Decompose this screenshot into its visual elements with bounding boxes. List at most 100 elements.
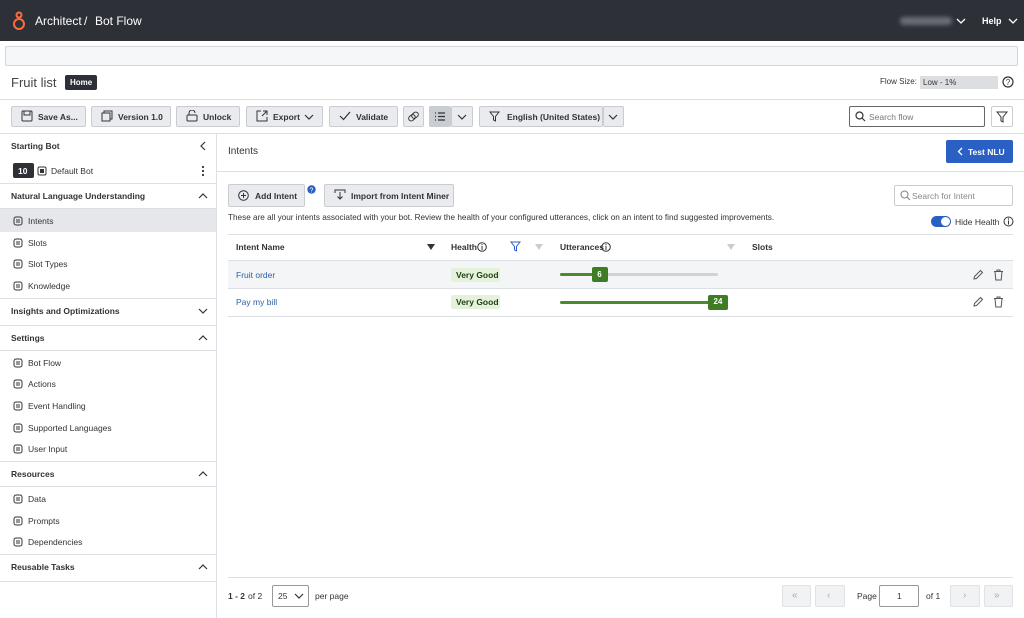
divider: [0, 324, 216, 326]
utterance-count: 6: [597, 269, 602, 279]
test-nlu-label: Test NLU: [968, 146, 1005, 157]
nav-item[interactable]: Bot Flow: [28, 357, 62, 368]
user-menu[interactable]: [900, 17, 952, 25]
import-button[interactable]: [324, 184, 454, 207]
more-icon[interactable]: [201, 165, 205, 177]
edit-icon[interactable]: [972, 269, 984, 281]
first-page-icon: «: [792, 590, 798, 601]
intent-link[interactable]: Fruit order: [236, 269, 276, 280]
nav-item[interactable]: Data: [28, 494, 46, 505]
utterance-count: 24: [713, 297, 723, 306]
nav-item[interactable]: Intents: [28, 216, 54, 226]
column-header[interactable]: Health: [451, 242, 477, 252]
import-label: Import from Intent Miner: [351, 190, 450, 201]
intent-link[interactable]: Pay my bill: [236, 297, 278, 307]
edit-icon[interactable]: [972, 296, 984, 308]
section-title[interactable]: Natural Language Understanding: [11, 191, 146, 201]
prev-page-button[interactable]: [815, 585, 845, 607]
view-dropdown[interactable]: [451, 106, 473, 127]
chevron: [198, 334, 208, 341]
column-header[interactable]: Utterances: [560, 242, 604, 252]
nav-icon: [13, 494, 23, 504]
logo: [13, 11, 25, 30]
health-badge: [451, 267, 500, 282]
app-name[interactable]: Architect: [35, 14, 82, 28]
svg-text:?: ?: [1006, 78, 1011, 87]
nav-icon: [13, 401, 23, 411]
page-input[interactable]: [879, 585, 919, 607]
delete-icon[interactable]: [993, 269, 1004, 281]
link-icon: [408, 111, 419, 122]
section-title[interactable]: Insights and Optimizations: [11, 305, 120, 316]
help-menu[interactable]: Help: [982, 16, 1002, 26]
search-placeholder: Search flow: [869, 111, 914, 122]
divider: [217, 171, 1024, 172]
nav-item[interactable]: Event Handling: [28, 401, 86, 411]
last-page-button[interactable]: [984, 585, 1013, 607]
sort-icon[interactable]: [535, 244, 543, 251]
add-intent-label: Add Intent: [255, 190, 298, 201]
utterance-badge: [591, 267, 608, 282]
toolbar-button[interactable]: [329, 106, 398, 127]
column-header[interactable]: Slots: [752, 242, 773, 252]
help-icon[interactable]: ?: [1002, 76, 1014, 88]
nav-item[interactable]: Prompts: [28, 515, 60, 526]
search-icon: [900, 190, 911, 201]
top-bar: [0, 0, 1024, 41]
nav-item[interactable]: Actions: [28, 379, 56, 390]
filter-icon[interactable]: [510, 241, 521, 252]
link-button[interactable]: [403, 106, 424, 127]
list-icon: [435, 112, 445, 121]
column-header[interactable]: Intent Name: [236, 242, 285, 252]
delete-icon[interactable]: [993, 296, 1004, 308]
page-name: Bot Flow: [95, 14, 142, 28]
section-title[interactable]: Settings: [11, 332, 45, 343]
language-label: English (United States): [507, 111, 601, 122]
nav-item[interactable]: Supported Languages: [28, 422, 112, 433]
language-button[interactable]: [479, 106, 603, 127]
filter-icon: [996, 111, 1008, 123]
toolbar-button[interactable]: [176, 106, 240, 127]
selected-item: [0, 209, 216, 232]
nav-item[interactable]: Dependencies: [28, 537, 83, 548]
intent-search[interactable]: [894, 185, 1013, 206]
chevron: [457, 114, 467, 120]
description: These are all your intents associated wi…: [228, 213, 775, 222]
next-page-button[interactable]: [950, 585, 980, 607]
info-icon[interactable]: [1003, 216, 1014, 227]
health-label: Very Good: [456, 269, 499, 280]
utterance-bar: [560, 273, 600, 276]
chevron: [198, 564, 208, 570]
language-dropdown[interactable]: [603, 106, 624, 127]
nav-item[interactable]: User Input: [28, 444, 68, 455]
flow-title: Fruit list: [11, 75, 57, 90]
flow-search[interactable]: [849, 106, 985, 127]
nav-item[interactable]: Slot Types: [28, 259, 68, 270]
collapse-icon[interactable]: [199, 141, 207, 151]
divider: [228, 315, 1013, 317]
page-size-select[interactable]: [272, 585, 309, 607]
test-nlu-button[interactable]: [946, 140, 1013, 163]
nav-icon: [13, 537, 23, 547]
sort-icon[interactable]: [727, 244, 735, 251]
divider: [0, 486, 216, 488]
chevron: [956, 18, 966, 24]
button-label: Version 1.0: [118, 111, 163, 122]
filter-button[interactable]: [991, 106, 1013, 127]
section-title[interactable]: Resources: [11, 469, 55, 480]
button-label: Save As...: [38, 111, 78, 122]
help-icon[interactable]: ?: [307, 185, 316, 194]
prev-page-icon: ‹: [827, 590, 831, 601]
bot-name[interactable]: Default Bot: [51, 166, 94, 176]
sidebar-border: [216, 133, 217, 618]
first-page-button[interactable]: [782, 585, 811, 607]
add-intent-button[interactable]: [228, 184, 305, 207]
nav-item[interactable]: Slots: [28, 237, 47, 248]
sort-icon[interactable]: [427, 244, 435, 251]
chevron: [608, 114, 618, 120]
nav-icon: [13, 358, 23, 368]
hide-health-label: Hide Health: [955, 216, 1000, 227]
section-title[interactable]: Reusable Tasks: [11, 562, 75, 573]
nav-item[interactable]: Knowledge: [28, 280, 71, 291]
chevron: [1008, 18, 1018, 24]
